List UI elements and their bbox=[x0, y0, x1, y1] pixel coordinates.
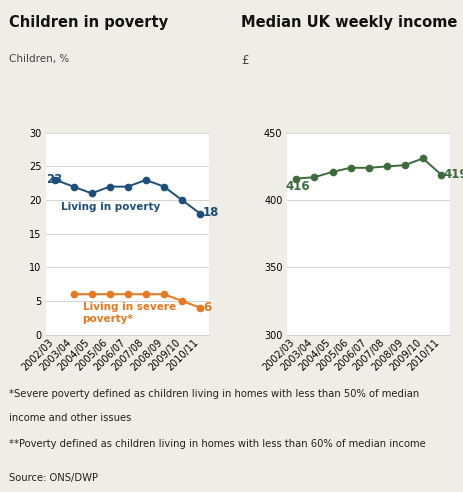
Text: Children, %: Children, % bbox=[9, 54, 69, 64]
Text: *Severe poverty defined as children living in homes with less than 50% of median: *Severe poverty defined as children livi… bbox=[9, 389, 419, 399]
Text: 18: 18 bbox=[202, 206, 219, 218]
Text: Children in poverty: Children in poverty bbox=[9, 15, 168, 30]
Text: 419**: 419** bbox=[443, 168, 463, 181]
Text: Living in poverty: Living in poverty bbox=[61, 202, 160, 212]
Text: Living in severe
poverty*: Living in severe poverty* bbox=[82, 302, 175, 324]
Text: income and other issues: income and other issues bbox=[9, 413, 131, 423]
Text: Source: ONS/DWP: Source: ONS/DWP bbox=[9, 472, 98, 483]
Text: 23: 23 bbox=[46, 173, 63, 186]
Text: 416: 416 bbox=[285, 180, 309, 193]
Text: £: £ bbox=[241, 54, 248, 67]
Text: 6: 6 bbox=[202, 301, 211, 314]
Text: Median UK weekly income: Median UK weekly income bbox=[241, 15, 457, 30]
Text: **Poverty defined as children living in homes with less than 60% of median incom: **Poverty defined as children living in … bbox=[9, 439, 425, 449]
